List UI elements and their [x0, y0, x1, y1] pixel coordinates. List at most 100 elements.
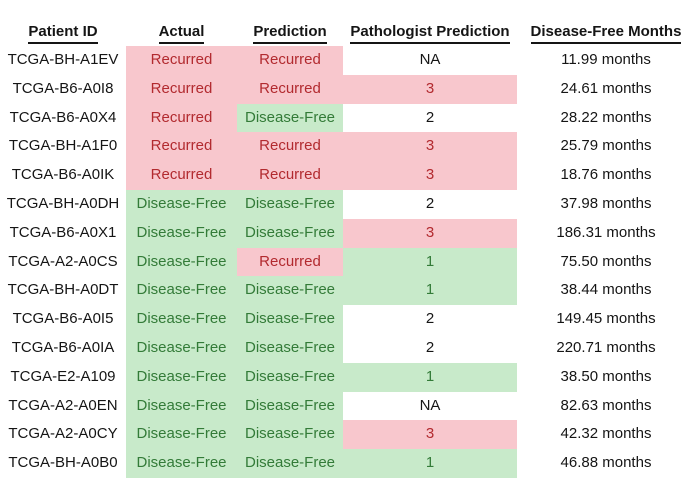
prediction-cell: Disease-Free: [237, 391, 343, 421]
table-row: TCGA-A2-A0CY Disease-Free Disease-Free 3 42.…: [0, 420, 695, 450]
table-row: TCGA-B6-A0X4 Recurred Disease-Free 2 28.22 m…: [0, 103, 695, 133]
prediction-cell: Disease-Free: [237, 103, 343, 133]
column-header-label: Patient ID: [28, 23, 98, 44]
prediction-cell: Disease-Free: [237, 305, 343, 334]
pathologist-prediction-cell: 2: [425, 108, 435, 126]
disease-free-months-cell: 25.79 months: [560, 137, 652, 155]
patient-id-cell: TCGA-BH-A0B0: [8, 454, 118, 472]
patient-id-cell: TCGA-B6-A0IK: [11, 166, 115, 184]
prediction-cell: Recurred: [237, 161, 343, 190]
disease-free-months-cell: 75.50 months: [560, 252, 652, 270]
table-row: TCGA-B6-A0I5 Disease-Free Disease-Free 2 149…: [0, 305, 695, 334]
disease-free-months-cell: 38.50 months: [560, 367, 652, 385]
patient-id-cell: TCGA-B6-A0X4: [9, 108, 117, 126]
column-header-patient-id: Patient ID: [0, 0, 126, 46]
actual-cell: Disease-Free: [126, 247, 237, 277]
pathologist-prediction-cell: NA: [419, 396, 441, 414]
disease-free-months-cell: 24.61 months: [560, 79, 652, 97]
table-row: TCGA-BH-A0DH Disease-Free Disease-Free 2 37.…: [0, 189, 695, 219]
patient-id-cell: TCGA-B6-A0X1: [9, 223, 117, 241]
prediction-cell: Disease-Free: [237, 276, 343, 306]
actual-cell: Disease-Free: [126, 218, 237, 248]
disease-free-months-cell: 149.45 months: [556, 310, 656, 328]
actual-cell: Recurred: [126, 46, 237, 75]
disease-free-months-cell: 18.76 months: [560, 166, 652, 184]
pathologist-prediction-cell: 2: [425, 310, 435, 328]
actual-cell: Disease-Free: [126, 276, 237, 306]
column-header-disease-free-months: Disease-Free Months: [517, 0, 695, 46]
table-header: Patient ID Actual Prediction Pathologist…: [0, 0, 695, 46]
table-row: TCGA-BH-A0DT Disease-Free Disease-Free 1 38.…: [0, 276, 695, 306]
column-header-label: Pathologist Prediction: [350, 23, 510, 44]
table-row: TCGA-B6-A0IK Recurred Recurred 3 18.76 month…: [0, 161, 695, 190]
pathologist-prediction-cell: NA: [419, 51, 441, 68]
table-row: TCGA-A2-A0CS Disease-Free Recurred 1 75.50 m…: [0, 247, 695, 277]
prediction-cell: Disease-Free: [237, 218, 343, 248]
patient-id-cell: TCGA-BH-A1EV: [7, 51, 119, 68]
patient-id-cell: TCGA-BH-A0DT: [7, 281, 119, 299]
column-header-label: Actual: [158, 23, 205, 44]
actual-cell: Disease-Free: [126, 362, 237, 392]
pathologist-prediction-cell: 3: [343, 161, 517, 190]
disease-free-months-cell: 38.44 months: [560, 281, 652, 299]
patient-id-cell: TCGA-A2-A0CY: [8, 425, 118, 443]
prediction-cell: Recurred: [237, 247, 343, 277]
disease-free-months-cell: 37.98 months: [560, 194, 652, 212]
patient-id-cell: TCGA-B6-A0I8: [12, 79, 114, 97]
pathologist-prediction-cell: 2: [425, 338, 435, 356]
pathologist-prediction-cell: 1: [343, 276, 517, 306]
actual-cell: Disease-Free: [126, 305, 237, 334]
table-row: TCGA-E2-A109 Disease-Free Disease-Free 1 38.…: [0, 362, 695, 392]
column-header-label: Prediction: [253, 23, 327, 44]
patient-id-cell: TCGA-B6-A0IA: [11, 338, 115, 356]
disease-free-months-cell: 82.63 months: [560, 396, 652, 414]
pathologist-prediction-cell: 1: [343, 247, 517, 277]
table-row: TCGA-B6-A0IA Disease-Free Disease-Free 2 220…: [0, 333, 695, 363]
prediction-cell: Recurred: [237, 46, 343, 75]
prediction-cell: Recurred: [237, 132, 343, 162]
patient-id-cell: TCGA-A2-A0CS: [8, 252, 118, 270]
pathologist-prediction-cell: 3: [343, 218, 517, 248]
disease-free-months-cell: 220.71 months: [556, 338, 656, 356]
table-row: TCGA-B6-A0X1 Disease-Free Disease-Free 3 186…: [0, 218, 695, 248]
disease-free-months-cell: 11.99 months: [561, 51, 651, 68]
actual-cell: Recurred: [126, 74, 237, 104]
actual-cell: Disease-Free: [126, 420, 237, 450]
actual-cell: Recurred: [126, 103, 237, 133]
disease-free-months-cell: 186.31 months: [556, 223, 656, 241]
prediction-cell: Disease-Free: [237, 189, 343, 219]
actual-cell: Disease-Free: [126, 189, 237, 219]
table-row: TCGA-BH-A1F0 Recurred Recurred 3 25.79 month…: [0, 132, 695, 162]
patient-id-cell: TCGA-E2-A109: [10, 367, 116, 385]
disease-free-months-cell: 42.32 months: [560, 425, 652, 443]
table-row: TCGA-BH-A1EV Recurred Recurred NA 11.99 mont…: [0, 46, 695, 75]
disease-free-months-cell: 46.88 months: [560, 454, 652, 472]
actual-cell: Disease-Free: [126, 391, 237, 421]
prediction-cell: Disease-Free: [237, 449, 343, 478]
table-row: TCGA-A2-A0EN Disease-Free Disease-Free NA 82…: [0, 391, 695, 421]
patient-id-cell: TCGA-A2-A0EN: [8, 396, 118, 414]
patient-id-cell: TCGA-BH-A0DH: [6, 194, 120, 212]
column-header-prediction: Prediction: [237, 0, 343, 46]
prediction-cell: Disease-Free: [237, 420, 343, 450]
prediction-cell: Disease-Free: [237, 333, 343, 363]
column-header-actual: Actual: [126, 0, 237, 46]
table-row: TCGA-BH-A0B0 Disease-Free Disease-Free 1 46.…: [0, 449, 695, 478]
actual-cell: Recurred: [126, 161, 237, 190]
actual-cell: Disease-Free: [126, 333, 237, 363]
disease-free-months-cell: 28.22 months: [560, 108, 652, 126]
pathologist-prediction-cell: 1: [343, 362, 517, 392]
actual-cell: Disease-Free: [126, 449, 237, 478]
column-header-label: Disease-Free Months: [530, 23, 682, 44]
pathologist-prediction-cell: 3: [343, 420, 517, 450]
actual-cell: Recurred: [126, 132, 237, 162]
table-body: TCGA-BH-A1EV Recurred Recurred NA 11.99 mont…: [0, 46, 695, 478]
pathologist-prediction-cell: 3: [343, 132, 517, 162]
pathologist-prediction-cell: 3: [343, 74, 517, 104]
patient-id-cell: TCGA-BH-A1F0: [8, 137, 118, 155]
table-row: TCGA-B6-A0I8 Recurred Recurred 3 24.61 month…: [0, 74, 695, 104]
pathologist-prediction-cell: 2: [425, 194, 435, 212]
column-header-pathologist-prediction: Pathologist Prediction: [343, 0, 517, 46]
pathologist-prediction-cell: 1: [343, 449, 517, 478]
